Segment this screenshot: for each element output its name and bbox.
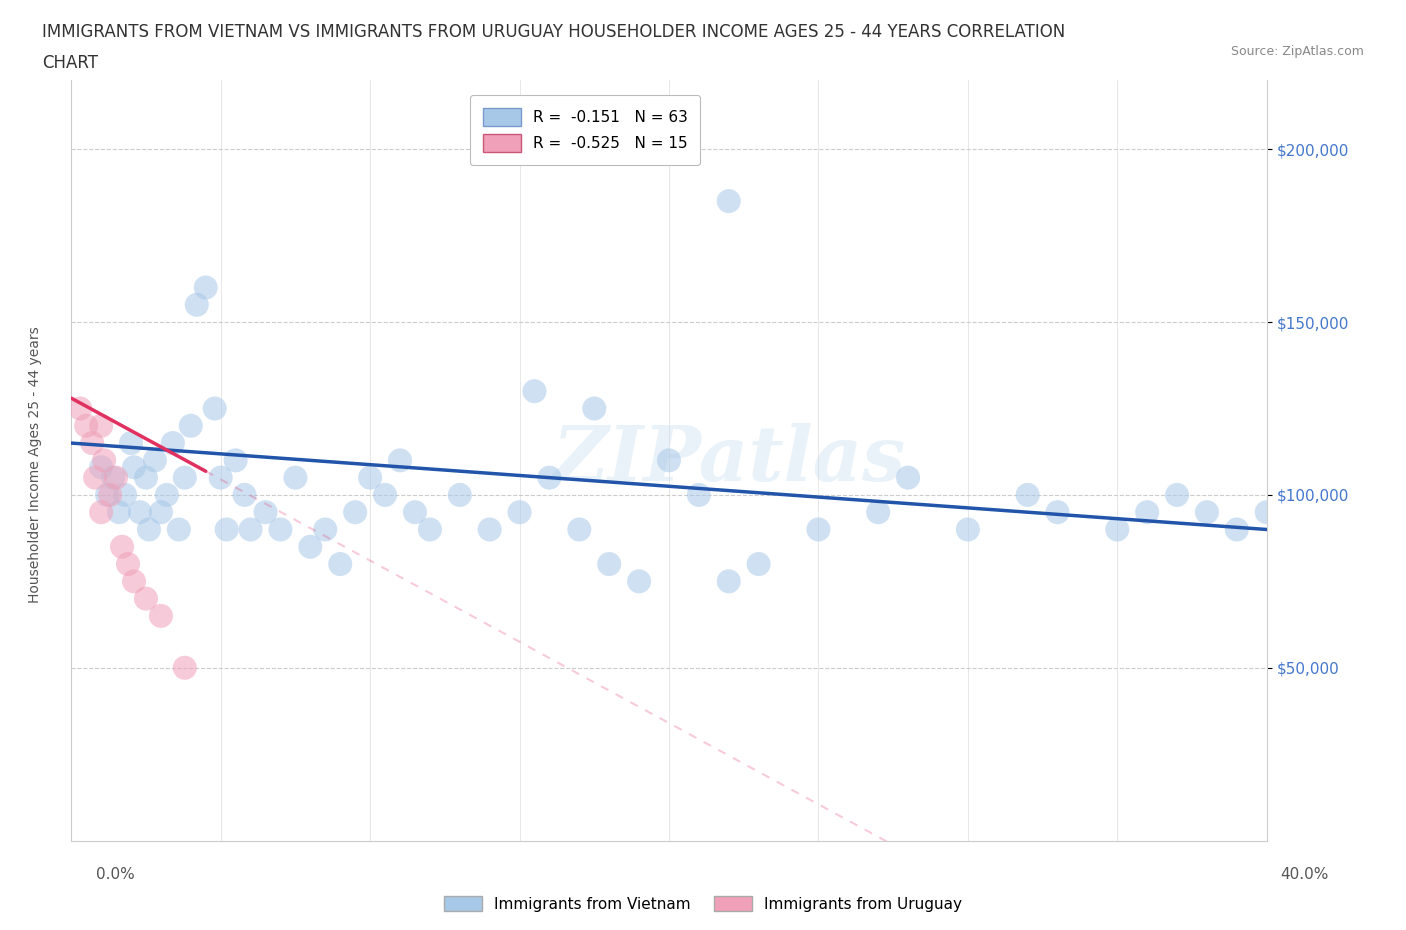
Point bbox=[478, 522, 501, 537]
Point bbox=[129, 505, 152, 520]
Point bbox=[717, 193, 740, 208]
Point bbox=[69, 401, 91, 416]
Point bbox=[105, 471, 128, 485]
Point bbox=[509, 505, 531, 520]
Point bbox=[84, 471, 107, 485]
Point bbox=[956, 522, 979, 537]
Text: 0.0%: 0.0% bbox=[96, 867, 135, 882]
Text: Householder Income Ages 25 - 44 years: Householder Income Ages 25 - 44 years bbox=[28, 326, 42, 604]
Point bbox=[658, 453, 681, 468]
Point bbox=[233, 487, 256, 502]
Point bbox=[628, 574, 651, 589]
Point bbox=[143, 453, 166, 468]
Point bbox=[75, 418, 97, 433]
Point bbox=[122, 459, 145, 474]
Point bbox=[186, 298, 208, 312]
Point bbox=[215, 522, 238, 537]
Point bbox=[344, 505, 367, 520]
Text: CHART: CHART bbox=[42, 54, 98, 72]
Point bbox=[897, 471, 920, 485]
Point bbox=[149, 608, 172, 623]
Point bbox=[583, 401, 606, 416]
Point bbox=[135, 591, 157, 606]
Point bbox=[122, 574, 145, 589]
Point bbox=[90, 418, 112, 433]
Point bbox=[162, 435, 184, 450]
Point bbox=[868, 505, 890, 520]
Point bbox=[90, 505, 112, 520]
Point bbox=[374, 487, 396, 502]
Legend: R =  -0.151   N = 63, R =  -0.525   N = 15: R = -0.151 N = 63, R = -0.525 N = 15 bbox=[471, 96, 700, 165]
Point bbox=[717, 574, 740, 589]
Legend: Immigrants from Vietnam, Immigrants from Uruguay: Immigrants from Vietnam, Immigrants from… bbox=[437, 889, 969, 918]
Point bbox=[807, 522, 830, 537]
Point bbox=[254, 505, 277, 520]
Point bbox=[101, 471, 124, 485]
Point bbox=[111, 539, 134, 554]
Point bbox=[117, 557, 139, 572]
Point bbox=[1017, 487, 1039, 502]
Point bbox=[419, 522, 441, 537]
Point bbox=[204, 401, 226, 416]
Point bbox=[90, 459, 112, 474]
Point bbox=[269, 522, 291, 537]
Point bbox=[748, 557, 770, 572]
Point bbox=[449, 487, 471, 502]
Point bbox=[1107, 522, 1129, 537]
Point bbox=[156, 487, 179, 502]
Point bbox=[194, 280, 217, 295]
Point bbox=[1136, 505, 1159, 520]
Point bbox=[568, 522, 591, 537]
Point bbox=[1046, 505, 1069, 520]
Point bbox=[149, 505, 172, 520]
Point bbox=[82, 435, 104, 450]
Point bbox=[180, 418, 202, 433]
Point bbox=[598, 557, 620, 572]
Point bbox=[93, 453, 115, 468]
Point bbox=[538, 471, 561, 485]
Point bbox=[404, 505, 426, 520]
Text: IMMIGRANTS FROM VIETNAM VS IMMIGRANTS FROM URUGUAY HOUSEHOLDER INCOME AGES 25 - : IMMIGRANTS FROM VIETNAM VS IMMIGRANTS FR… bbox=[42, 23, 1066, 41]
Point bbox=[98, 487, 121, 502]
Point bbox=[209, 471, 232, 485]
Point bbox=[108, 505, 131, 520]
Point bbox=[173, 471, 195, 485]
Text: 40.0%: 40.0% bbox=[1281, 867, 1329, 882]
Point bbox=[135, 471, 157, 485]
Point bbox=[284, 471, 307, 485]
Point bbox=[299, 539, 322, 554]
Point bbox=[314, 522, 336, 537]
Point bbox=[120, 435, 142, 450]
Point bbox=[239, 522, 262, 537]
Text: ZIPatlas: ZIPatlas bbox=[553, 423, 905, 498]
Point bbox=[114, 487, 136, 502]
Point bbox=[359, 471, 381, 485]
Point bbox=[523, 384, 546, 399]
Point bbox=[1195, 505, 1218, 520]
Point bbox=[1166, 487, 1188, 502]
Point bbox=[1256, 505, 1278, 520]
Point bbox=[96, 487, 118, 502]
Point bbox=[688, 487, 710, 502]
Point bbox=[225, 453, 247, 468]
Point bbox=[329, 557, 352, 572]
Point bbox=[1226, 522, 1249, 537]
Point bbox=[173, 660, 195, 675]
Point bbox=[138, 522, 160, 537]
Point bbox=[167, 522, 190, 537]
Text: Source: ZipAtlas.com: Source: ZipAtlas.com bbox=[1230, 45, 1364, 58]
Point bbox=[388, 453, 411, 468]
